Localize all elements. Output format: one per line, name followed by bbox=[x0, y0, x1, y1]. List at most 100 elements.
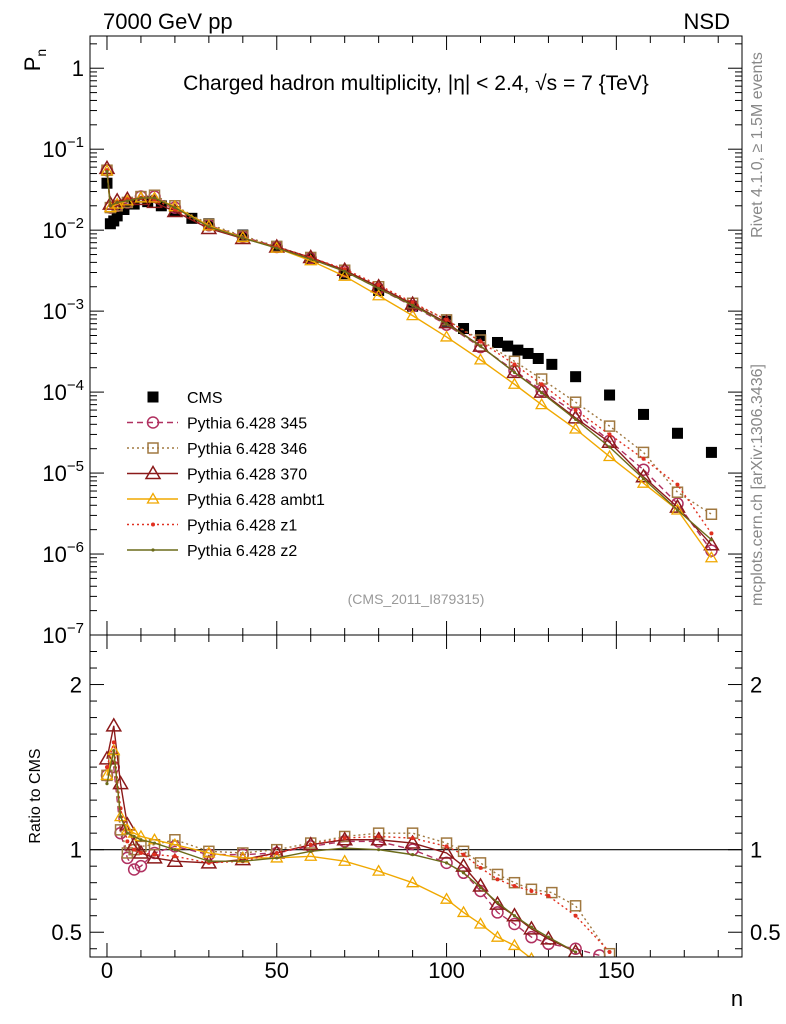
data-point-small-dot bbox=[118, 815, 123, 819]
data-point-small-dot bbox=[478, 886, 483, 890]
data-point-small-dot bbox=[152, 196, 157, 200]
data-point-small-triangle bbox=[528, 951, 535, 957]
data-point-small-dot bbox=[125, 199, 129, 203]
data-point-small-dot bbox=[241, 236, 245, 240]
data-point-small-triangle bbox=[146, 492, 160, 504]
ratio-panel-frame bbox=[89, 634, 743, 958]
data-point-small-triangle bbox=[405, 875, 420, 888]
data-point-open-square bbox=[569, 396, 582, 408]
data-point-triangle bbox=[506, 907, 523, 922]
data-point-square bbox=[570, 371, 582, 383]
data-point-square bbox=[339, 268, 351, 280]
x-tick-label: 150 bbox=[598, 958, 635, 983]
data-point-small-dot bbox=[115, 200, 119, 205]
data-point-small-dot bbox=[411, 853, 415, 857]
legend-label: Pythia 6.428 ambt1 bbox=[187, 492, 325, 509]
y-tick-label: 10−6 bbox=[42, 539, 84, 567]
ratio-y-tick-label-right: 0.5 bbox=[750, 920, 781, 945]
data-point-small-dot bbox=[461, 871, 466, 875]
data-point-square bbox=[186, 212, 198, 224]
ratio-series-line bbox=[106, 758, 611, 955]
data-point-open-square bbox=[637, 446, 650, 459]
ratio-series-pythia-6-428-346 bbox=[101, 753, 616, 957]
data-point-small-dot bbox=[377, 848, 381, 852]
y-tick-exponent: −1 bbox=[67, 134, 84, 151]
series-line bbox=[106, 170, 712, 515]
x-tick-label: 0 bbox=[101, 958, 113, 983]
data-point-square bbox=[532, 352, 544, 364]
data-point-triangle bbox=[370, 278, 387, 293]
legend-label: Pythia 6.428 345 bbox=[187, 416, 307, 433]
data-point-dot bbox=[607, 950, 612, 955]
y-tick-exponent: −5 bbox=[67, 458, 84, 475]
data-point-small-dot bbox=[546, 935, 551, 939]
ratio-series-pythia-6-428-ambt1 bbox=[100, 743, 535, 957]
data-point-small-dot bbox=[132, 834, 136, 839]
ratio-series-line bbox=[106, 742, 611, 953]
data-point-small-triangle bbox=[147, 191, 162, 203]
data-point-dot bbox=[152, 852, 157, 857]
data-point-triangle bbox=[567, 943, 584, 957]
data-point-dot bbox=[138, 850, 143, 855]
data-point-small-dot bbox=[574, 417, 578, 422]
data-point-small-dot bbox=[478, 344, 483, 348]
ratio-panel-series bbox=[98, 717, 616, 957]
data-point-small-triangle bbox=[113, 809, 128, 822]
data-point-small-triangle bbox=[636, 476, 651, 488]
legend-entry: CMS bbox=[147, 390, 223, 407]
data-point-small-dot bbox=[125, 831, 129, 835]
data-point-small-triangle bbox=[535, 397, 549, 410]
data-point-dot bbox=[709, 531, 714, 536]
data-point-small-triangle bbox=[670, 503, 685, 515]
y-axis-title-main: Pn bbox=[20, 49, 49, 71]
data-point-small-dot bbox=[309, 849, 313, 853]
data-point-small-dot bbox=[112, 748, 116, 753]
data-point-circle bbox=[637, 463, 650, 476]
data-point-triangle bbox=[336, 831, 353, 846]
legend-entry: Pythia 6.428 346 bbox=[127, 441, 307, 458]
ratio-y-tick-label-right: 2 bbox=[750, 673, 762, 698]
data-point-open-square bbox=[671, 486, 684, 498]
data-point-small-dot bbox=[641, 477, 646, 481]
data-point-square bbox=[118, 203, 130, 215]
data-point-small-dot bbox=[105, 782, 109, 786]
data-point-square bbox=[502, 340, 514, 352]
legend-label: CMS bbox=[187, 390, 223, 407]
data-point-circle bbox=[146, 416, 160, 429]
data-point-small-dot bbox=[444, 322, 449, 326]
data-point-open-square bbox=[147, 442, 159, 454]
data-point-small-triangle bbox=[602, 449, 617, 462]
data-point-small-dot bbox=[675, 508, 680, 512]
data-point-small-dot bbox=[105, 169, 109, 174]
legend-entry: Pythia 6.428 370 bbox=[127, 465, 307, 484]
data-point-small-dot bbox=[139, 196, 143, 200]
data-point-small-triangle bbox=[405, 308, 420, 321]
data-point-triangle bbox=[370, 831, 387, 846]
data-point-small-triangle bbox=[473, 353, 488, 365]
y-tick-label: 10−2 bbox=[42, 215, 84, 243]
data-point-small-dot bbox=[343, 846, 347, 850]
series-line bbox=[106, 168, 712, 546]
data-point-small-triangle bbox=[568, 422, 583, 434]
data-point-triangle bbox=[533, 383, 550, 398]
data-point-dot bbox=[132, 847, 137, 852]
legend: CMS Pythia 6.428 345 Pythia 6.428 346 Pythi… bbox=[127, 390, 325, 560]
data-point-triangle bbox=[506, 363, 523, 379]
main-panel-axes: 10−7 10−6 10−5 10−4 10−3 10−2 10−1 1 bbox=[42, 36, 742, 648]
data-point-square bbox=[492, 336, 503, 348]
y-axis-title-sub: n bbox=[33, 49, 49, 57]
y-axis-title-ratio: Ratio to CMS bbox=[27, 748, 44, 843]
data-point-dot bbox=[539, 382, 544, 387]
data-point-small-dot bbox=[309, 257, 313, 261]
data-point-triangle bbox=[336, 261, 353, 276]
data-point-triangle bbox=[105, 717, 123, 732]
legend-entry: Pythia 6.428 345 bbox=[127, 416, 307, 433]
data-point-dot bbox=[607, 432, 612, 437]
legend-label: Pythia 6.428 z2 bbox=[187, 543, 297, 560]
y-tick-label: 10−4 bbox=[42, 377, 84, 405]
data-point-dot bbox=[274, 850, 279, 855]
ratio-series-line bbox=[106, 765, 600, 957]
legend-entry: Pythia 6.428 z1 bbox=[127, 518, 297, 535]
data-point-circle bbox=[134, 859, 148, 873]
y-tick-label: 10−5 bbox=[42, 458, 84, 486]
